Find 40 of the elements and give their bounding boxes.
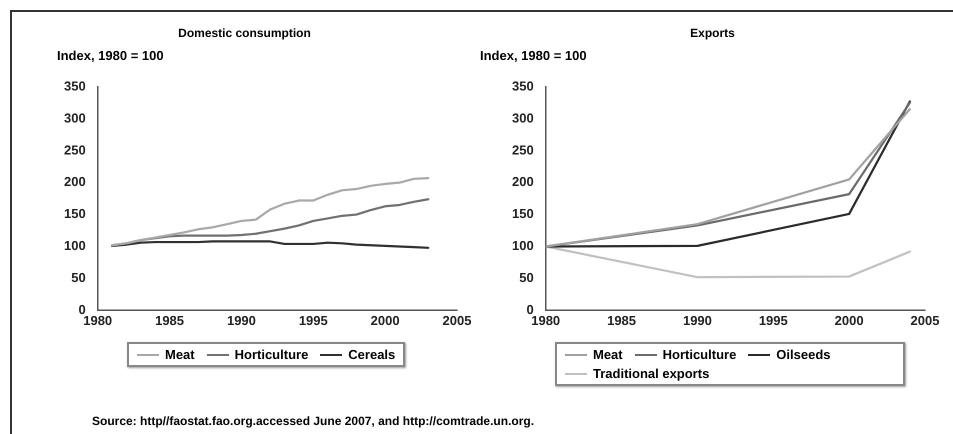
legend-label: Meat xyxy=(593,347,623,362)
y-axis-title: Index, 1980 = 100 xyxy=(480,48,587,63)
legend-label: Traditional exports xyxy=(593,366,710,381)
y-tick-label: 200 xyxy=(512,174,534,190)
y-tick-label: 350 xyxy=(512,78,534,94)
x-tick-label: 1995 xyxy=(298,312,328,328)
y-tick-label: 0 xyxy=(526,302,534,317)
x-tick-label: 2005 xyxy=(910,312,940,328)
y-tick-label: 150 xyxy=(512,206,534,222)
x-tick-label: 1990 xyxy=(226,312,256,328)
y-tick-label: 0 xyxy=(78,302,86,317)
y-axis-title: Index, 1980 = 100 xyxy=(57,48,164,63)
legend-label: Horticulture xyxy=(234,347,308,362)
legend-label: Meat xyxy=(165,347,195,362)
source-note: Source: http//faostat.fao.org.accessed June 2007, and http://comtrade.un.org. xyxy=(92,414,534,428)
chart-title: Exports xyxy=(689,26,736,40)
x-tick-label: 1990 xyxy=(682,312,712,328)
x-tick-label: 2000 xyxy=(834,312,864,328)
y-tick-label: 50 xyxy=(519,270,534,286)
legend-label: Oilseeds xyxy=(776,347,830,362)
x-tick-label: 2000 xyxy=(370,312,400,328)
x-tick-label: 1980 xyxy=(531,312,560,328)
y-tick-label: 350 xyxy=(64,78,86,94)
y-tick-label: 50 xyxy=(71,270,86,286)
y-tick-label: 100 xyxy=(64,238,86,254)
y-tick-label: 300 xyxy=(512,110,534,126)
y-tick-label: 150 xyxy=(64,206,86,222)
legend-label: Horticulture xyxy=(662,347,736,362)
y-tick-label: 300 xyxy=(64,110,86,126)
x-tick-label: 2005 xyxy=(442,312,472,328)
y-tick-label: 200 xyxy=(64,174,86,190)
legend-label: Cereals xyxy=(348,347,396,362)
x-tick-label: 1985 xyxy=(155,312,184,328)
y-tick-label: 250 xyxy=(64,142,86,158)
y-tick-label: 100 xyxy=(512,238,534,254)
x-tick-label: 1995 xyxy=(758,312,788,328)
chart-title: Domestic consumption xyxy=(177,26,312,40)
x-tick-label: 1980 xyxy=(83,312,112,328)
x-tick-label: 1985 xyxy=(607,312,636,328)
y-tick-label: 250 xyxy=(512,142,534,158)
